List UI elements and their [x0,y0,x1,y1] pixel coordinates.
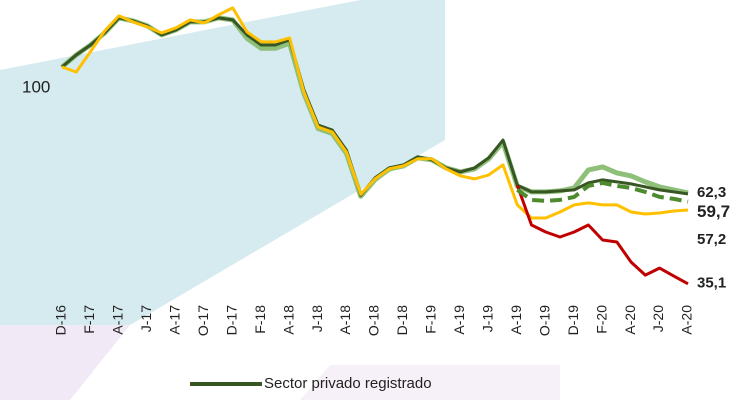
x-tick-label: A-20 [679,305,695,335]
x-tick-label: J-17 [138,305,154,332]
background-shape [0,325,130,400]
value-label: 35,1 [697,275,726,292]
x-tick-label: J-18 [309,305,325,332]
legend-label: Sector privado registrado [264,375,432,392]
x-tick-label: A-18 [337,305,353,335]
x-tick-label: D-18 [394,305,410,336]
x-tick-label: O-18 [366,305,382,336]
base-label: 100 [22,77,50,96]
x-tick-label: F-17 [81,305,97,334]
series-line [61,6,689,220]
x-tick-label: F-19 [423,305,439,334]
x-tick-label: D-19 [565,305,581,336]
x-tick-label: J-19 [480,305,496,332]
x-tick-label: F-20 [593,305,609,334]
x-tick-label: O-17 [195,305,211,336]
x-tick-label: A-17 [167,305,183,335]
x-tick-label: A-19 [508,305,524,335]
x-tick-label: A-17 [110,305,126,335]
value-label: 59,7 [697,202,730,221]
background-shape [0,0,445,325]
series-line [515,184,689,286]
value-label: 62,3 [697,184,726,201]
x-tick-label: J-20 [650,305,666,332]
x-tick-label: A-20 [622,305,638,335]
series-line [516,180,689,204]
background-shape [300,365,560,400]
x-tick-label: A-18 [280,305,296,335]
x-tick-label: F-18 [252,305,268,334]
value-label: 57,2 [697,231,726,248]
x-tick-label: O-19 [536,305,552,336]
x-tick-label: D-17 [223,305,239,336]
x-tick-label: A-19 [451,305,467,335]
x-tick-label: D-16 [53,305,69,336]
